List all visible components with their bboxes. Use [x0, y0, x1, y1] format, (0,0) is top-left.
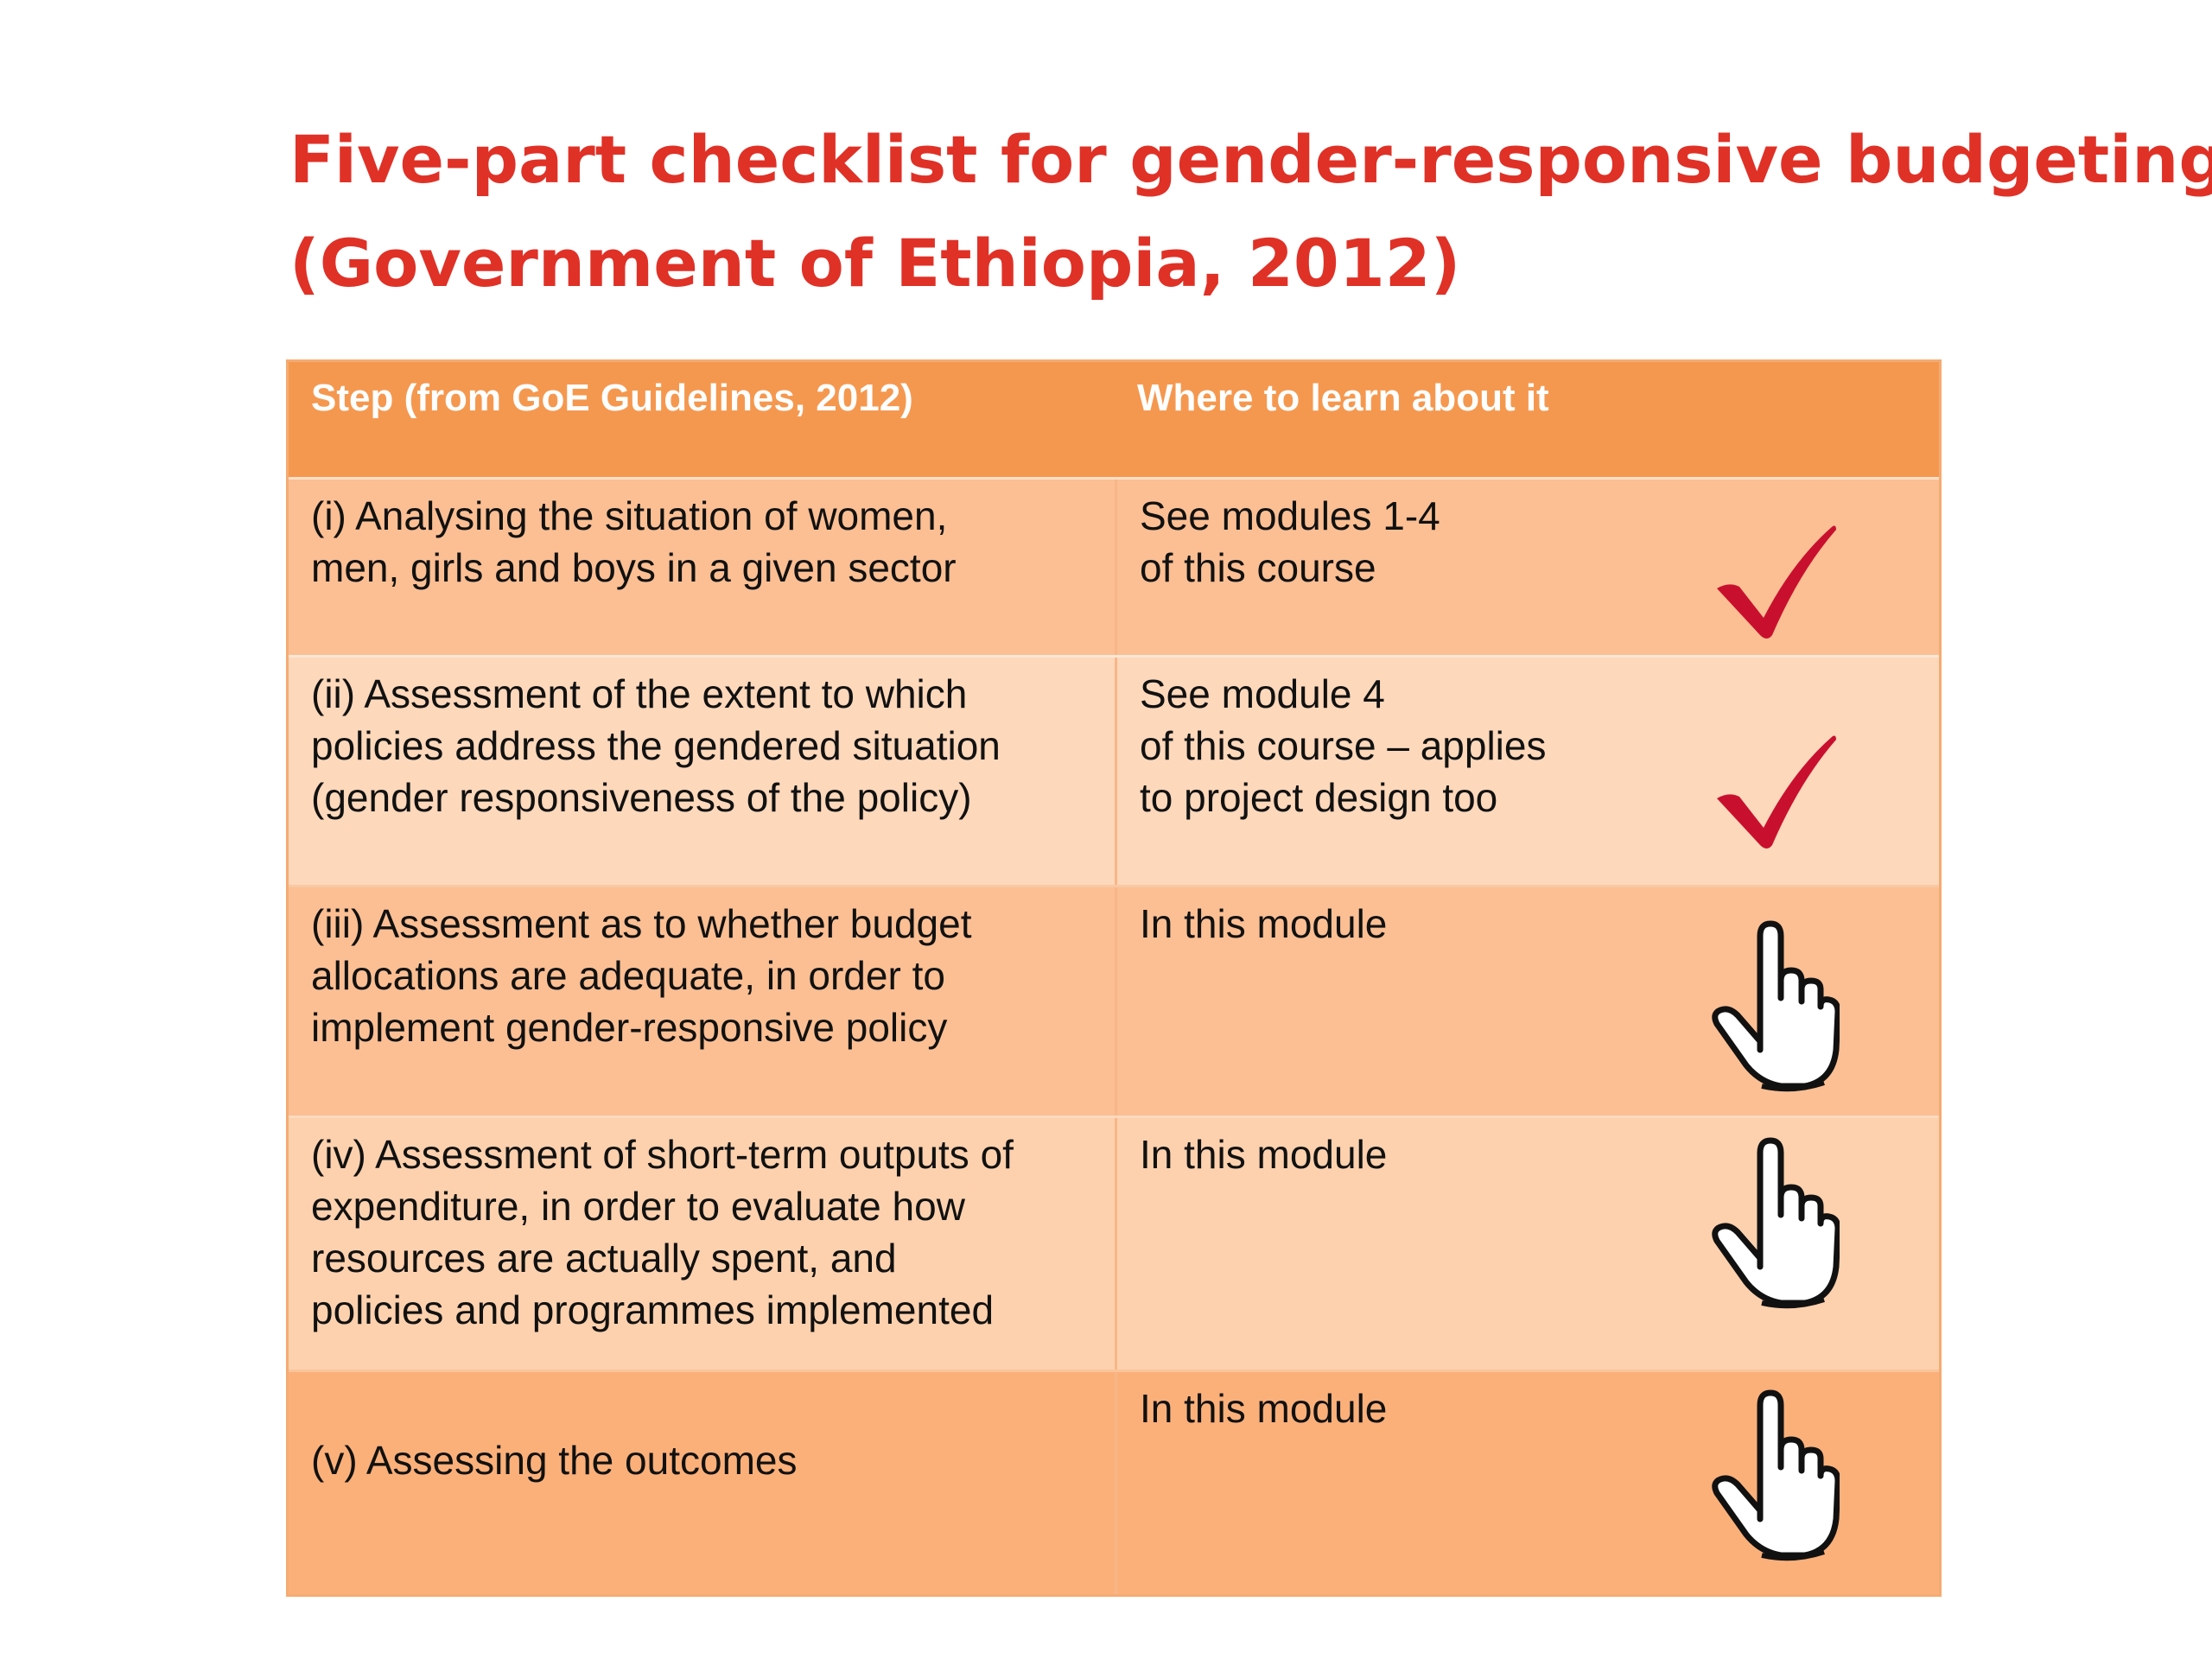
- step-text-line: (iii) Assessment as to whether budget: [311, 901, 972, 946]
- where-text-line: In this module: [1140, 1132, 1388, 1177]
- header-where: Where to learn about it: [1137, 377, 1549, 419]
- pointing-hand-icon: [1712, 1389, 1840, 1561]
- where-text-line: to project design too: [1140, 775, 1498, 820]
- step-cell: (iv) Assessment of short-term outputs of…: [289, 1118, 1115, 1370]
- step-text-line: (iv) Assessment of short-term outputs of: [311, 1132, 1014, 1177]
- step-text-line: resources are actually spent, and: [311, 1236, 897, 1281]
- where-cell: In this module: [1115, 1372, 1939, 1594]
- step-text-line: (ii) Assessment of the extent to which: [311, 671, 968, 716]
- checkmark-icon: [1717, 735, 1836, 849]
- pointing-hand-icon: [1712, 920, 1840, 1092]
- pointing-hand-icon: [1712, 1137, 1840, 1309]
- slide-title: Five-part checklist for gender-responsiv…: [289, 108, 2212, 315]
- table-row: (iii) Assessment as to whether budget al…: [289, 885, 1939, 1116]
- step-text-line: policies address the gendered situation: [311, 723, 1001, 768]
- where-text-line: See module 4: [1140, 671, 1385, 716]
- header-step: Step (from GoE Guidelines, 2012): [311, 377, 913, 419]
- where-text-line: In this module: [1140, 1386, 1388, 1431]
- checkmark-icon: [1717, 525, 1836, 639]
- step-text-line: (i) Analysing the situation of women,: [311, 493, 948, 538]
- table-row: (v) Assessing the outcomes In this modul…: [289, 1370, 1939, 1594]
- step-cell: (v) Assessing the outcomes: [289, 1372, 1115, 1594]
- step-text-line: policies and programmes implemented: [311, 1287, 995, 1332]
- step-text-line: men, girls and boys in a given sector: [311, 545, 957, 590]
- where-cell: See module 4 of this course – applies to…: [1115, 658, 1939, 885]
- table-row: (ii) Assessment of the extent to which p…: [289, 655, 1939, 885]
- where-text-line: of this course: [1140, 545, 1376, 590]
- step-cell: (i) Analysing the situation of women, me…: [289, 480, 1115, 655]
- title-line-2: (Government of Ethiopia, 2012): [289, 225, 1461, 302]
- table-row: (iv) Assessment of short-term outputs of…: [289, 1116, 1939, 1370]
- checklist-table: Step (from GoE Guidelines, 2012) Where t…: [286, 359, 1942, 1597]
- where-text-line: In this module: [1140, 901, 1388, 946]
- step-text-line: (gender responsiveness of the policy): [311, 775, 972, 820]
- step-text-line: (v) Assessing the outcomes: [311, 1438, 798, 1483]
- where-cell: See modules 1-4 of this course: [1115, 480, 1939, 655]
- step-cell: (ii) Assessment of the extent to which p…: [289, 658, 1115, 885]
- table-header-row: Step (from GoE Guidelines, 2012) Where t…: [289, 362, 1939, 477]
- step-cell: (iii) Assessment as to whether budget al…: [289, 887, 1115, 1116]
- title-line-1: Five-part checklist for gender-responsiv…: [289, 121, 2212, 198]
- where-text-line: See modules 1-4: [1140, 493, 1440, 538]
- table-row: (i) Analysing the situation of women, me…: [289, 477, 1939, 655]
- where-cell: In this module: [1115, 1118, 1939, 1370]
- step-text-line: implement gender-responsive policy: [311, 1005, 948, 1050]
- where-text-line: of this course – applies: [1140, 723, 1547, 768]
- step-text-line: expenditure, in order to evaluate how: [311, 1184, 965, 1229]
- step-text-line: allocations are adequate, in order to: [311, 953, 945, 998]
- where-cell: In this module: [1115, 887, 1939, 1116]
